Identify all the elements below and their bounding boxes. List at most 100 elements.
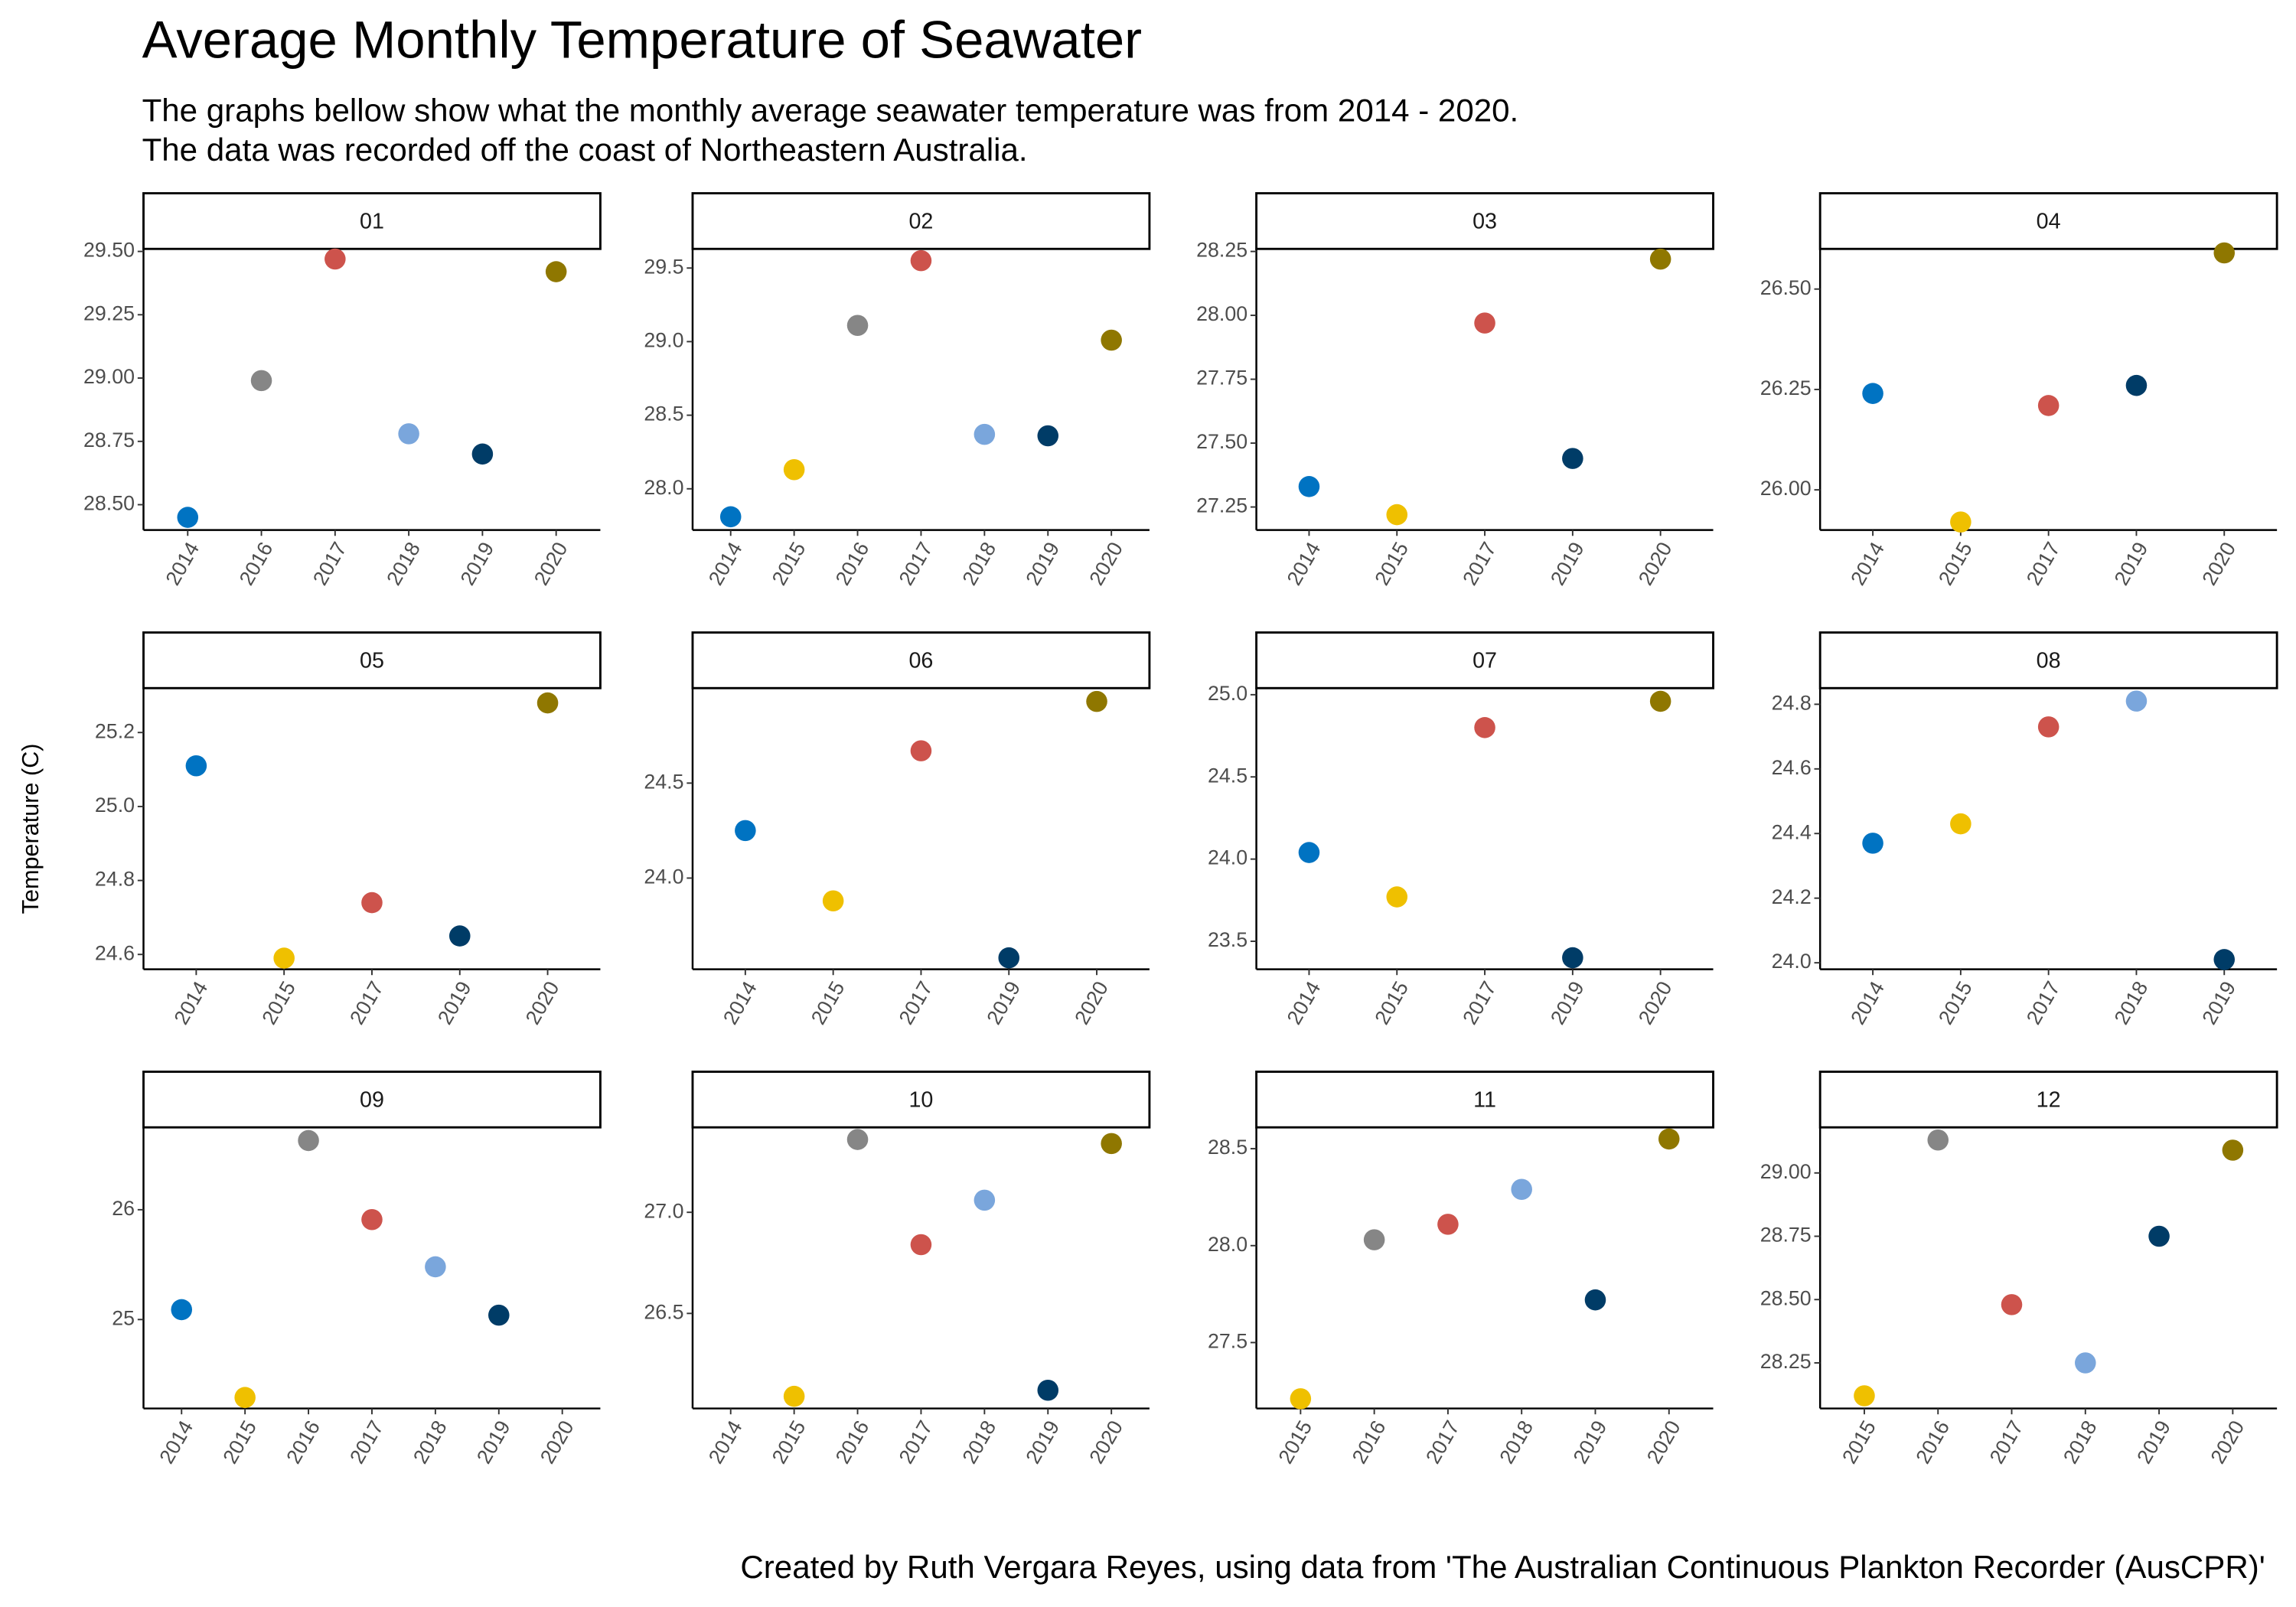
y-tick-label: 29.25 (83, 302, 135, 324)
point (1290, 1388, 1312, 1410)
facet-strip (1255, 1071, 1714, 1129)
facet-title: 09 (360, 1087, 384, 1112)
y-tick-label: 26.00 (1760, 477, 1812, 500)
facet-title: 03 (1473, 209, 1497, 233)
point (1562, 947, 1583, 969)
y-tick-label: 29.5 (644, 255, 683, 278)
facet-title: 10 (908, 1087, 933, 1112)
point (171, 1299, 193, 1321)
point (471, 443, 494, 465)
y-tick-label: 26.5 (644, 1300, 683, 1323)
y-tick-label: 27.5 (1208, 1330, 1247, 1353)
point (1658, 1128, 1680, 1150)
y-tick-label: 24.0 (1772, 950, 1812, 973)
y-tick-label: 25.2 (95, 719, 135, 742)
facet-strip (1255, 631, 1714, 689)
point (1086, 690, 1107, 712)
point (536, 692, 559, 714)
y-tick-label: 28.5 (1208, 1136, 1247, 1159)
y-tick-label: 28.00 (1196, 302, 1247, 325)
point (448, 925, 471, 947)
y-tick-label: 28.25 (1760, 1350, 1812, 1373)
y-tick-label: 25.0 (1208, 682, 1247, 705)
y-tick-label: 29.50 (83, 239, 135, 262)
point (1474, 717, 1495, 738)
y-tick-label: 24.6 (1772, 756, 1812, 779)
point (177, 507, 199, 528)
point (2222, 1139, 2244, 1161)
y-tick-label: 24.8 (1772, 691, 1812, 714)
point (425, 1256, 446, 1278)
facet-title: 05 (360, 648, 384, 673)
y-tick-label: 27.50 (1196, 430, 1247, 453)
point (1649, 248, 1671, 270)
y-tick-label: 24.4 (1772, 820, 1812, 843)
point (910, 1234, 932, 1256)
facet-title: 08 (2037, 648, 2061, 673)
point (545, 261, 567, 282)
facet-strip (691, 1071, 1151, 1129)
point (361, 892, 383, 914)
y-tick-label: 28.5 (644, 403, 683, 425)
point (910, 740, 932, 761)
point (974, 1189, 996, 1211)
point (398, 423, 419, 445)
point (998, 947, 1020, 969)
point (783, 1385, 805, 1407)
point (783, 458, 805, 481)
y-tick-label: 27.25 (1196, 494, 1247, 517)
point (488, 1304, 510, 1326)
point (2213, 949, 2236, 970)
point (1386, 886, 1408, 908)
facet-title: 07 (1473, 648, 1497, 673)
point (1862, 833, 1883, 854)
point (974, 423, 996, 445)
point (2001, 1294, 2023, 1315)
facet-strip (1818, 631, 2278, 689)
point (822, 890, 844, 912)
point (1037, 425, 1059, 447)
point (185, 755, 207, 777)
point (1298, 476, 1320, 497)
point (2125, 690, 2148, 712)
y-tick-label: 24.2 (1772, 885, 1812, 908)
y-tick-label: 24.5 (1208, 764, 1247, 787)
point (1101, 329, 1122, 351)
point (1386, 504, 1408, 526)
point (1950, 511, 1971, 533)
facet-strip (1818, 192, 2278, 250)
facet-strip (691, 192, 1151, 250)
y-tick-label: 24.0 (1208, 846, 1247, 869)
facet-strip (1818, 1071, 2278, 1129)
facet-title: 01 (360, 209, 384, 233)
y-axis-label: Temperature (C) (18, 743, 44, 914)
chart-title: Average Monthly Temperature of Seawater (142, 11, 1143, 70)
y-tick-label: 29.00 (83, 365, 135, 388)
facet-strip (142, 631, 602, 689)
point (2075, 1352, 2096, 1374)
y-tick-label: 23.5 (1208, 928, 1247, 951)
point (234, 1387, 256, 1408)
point (250, 370, 272, 392)
point (1649, 690, 1671, 712)
y-tick-label: 28.50 (1760, 1286, 1812, 1309)
point (1037, 1380, 1059, 1401)
point (2037, 716, 2060, 738)
y-tick-label: 29.00 (1760, 1160, 1812, 1183)
y-tick-label: 27.0 (644, 1199, 683, 1222)
y-tick-label: 29.0 (644, 329, 683, 352)
y-tick-label: 25.0 (95, 794, 135, 817)
y-tick-label: 25 (112, 1306, 135, 1329)
point (846, 1129, 869, 1150)
y-tick-label: 28.75 (83, 429, 135, 451)
point (1862, 383, 1883, 404)
facet-strip (142, 192, 602, 250)
point (2213, 242, 2236, 264)
subtitle: The graphs bellow show what the monthly … (142, 92, 1519, 128)
point (1437, 1214, 1459, 1235)
y-tick-label: 28.25 (1196, 239, 1247, 262)
facet-strip (1255, 192, 1714, 250)
point (2037, 395, 2060, 416)
y-tick-label: 26 (112, 1197, 135, 1220)
